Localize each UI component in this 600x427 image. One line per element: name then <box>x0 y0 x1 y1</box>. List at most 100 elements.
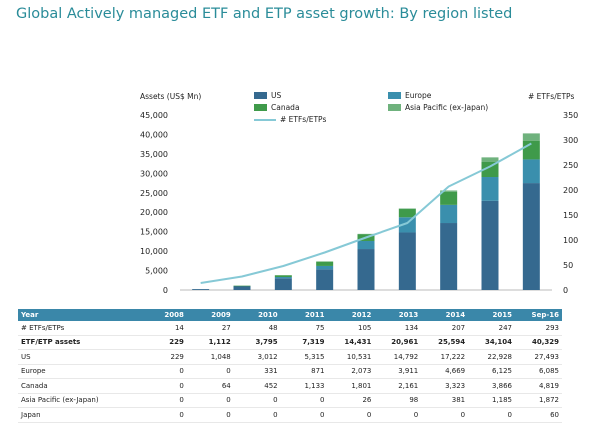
y-tick-label: 15,000 <box>140 228 168 237</box>
bar-segment-europe <box>274 276 292 279</box>
table-cell: 14 <box>140 321 187 336</box>
bar-segment-europe <box>316 265 334 270</box>
table-row-label: # ETFs/ETPs <box>18 321 140 336</box>
table-cell: 34,104 <box>468 335 515 350</box>
y-tick-label: 25,000 <box>140 189 168 198</box>
table-row: ETF/ETP assets 229 1,112 3,795 7,319 14,431 20… <box>18 335 562 350</box>
y-tick-label: 45,000 <box>140 111 168 120</box>
legend-item-europe: Europe <box>388 91 431 100</box>
bar-segment-europe <box>481 177 499 201</box>
table-cell: 381 <box>421 393 469 408</box>
bar-segment-us <box>316 269 334 290</box>
bar-segment-us <box>398 232 416 290</box>
legend-label-asia-pacific: Asia Pacific (ex-Japan) <box>405 103 489 112</box>
table-cell: 0 <box>140 393 187 408</box>
table-header-year: 2015 <box>468 309 515 321</box>
data-table: Year 2008 2009 2010 2011 2012 2013 2014 2015 Sep-… <box>18 309 562 423</box>
y2-tick-label: 150 <box>563 211 578 220</box>
table-cell: 14,431 <box>327 335 375 350</box>
legend-swatch-us <box>254 92 267 99</box>
table-cell: 3,323 <box>421 378 469 394</box>
legend-swatch-asia-pacific <box>388 104 401 111</box>
table-cell: 1,133 <box>280 378 328 394</box>
table-cell: 0 <box>186 364 234 379</box>
legend-swatch-canada <box>254 104 267 111</box>
table-cell: 5,315 <box>280 349 328 365</box>
table-cell: 207 <box>421 321 469 336</box>
bar-segment-asia-pacific-ex-japan <box>481 157 499 162</box>
table-cell: 1,048 <box>186 349 234 365</box>
table-row: Europe 0 0 331 871 2,073 3,911 4,669 6,125 6,085 <box>18 364 562 379</box>
table-cell: 98 <box>374 393 422 408</box>
table-cell: 0 <box>186 393 234 408</box>
bar-segment-canada <box>398 208 416 218</box>
table-cell: 0 <box>280 393 328 408</box>
table-cell: 10,531 <box>327 349 375 365</box>
legend-label-us: US <box>271 91 282 100</box>
legend-swatch-europe <box>388 92 401 99</box>
table-cell: 40,329 <box>515 335 562 350</box>
y2-tick-label: 300 <box>563 136 578 145</box>
table-cell: 0 <box>186 407 234 423</box>
legend-line-etf-count <box>254 118 276 121</box>
bar-segment-canada <box>481 161 499 178</box>
table-cell: 0 <box>233 393 281 408</box>
bar-segment-canada <box>522 140 540 160</box>
table-cell: 0 <box>140 364 187 379</box>
table-row: # ETFs/ETPs 14 27 48 75 105 134 207 247 293 <box>18 321 562 336</box>
table-cell: 3,911 <box>374 364 422 379</box>
y2-tick-label: 200 <box>563 186 578 195</box>
bar-segment-asia-pacific-ex-japan <box>440 190 458 192</box>
table-cell: 0 <box>421 407 469 423</box>
bar-segment-canada <box>233 285 251 287</box>
table-header-row: Year 2008 2009 2010 2011 2012 2013 2014 2015 Sep-… <box>18 309 562 321</box>
legend-item-asia-pacific: Asia Pacific (ex-Japan) <box>388 103 488 112</box>
legend-item-etf-count: # ETFs/ETPs <box>254 115 326 124</box>
table-row: US 229 1,048 3,012 5,315 10,531 14,792 17,222 22… <box>18 349 562 365</box>
table-cell: 0 <box>374 407 422 423</box>
table-cell: 0 <box>140 407 187 423</box>
y2-tick-label: 50 <box>563 261 573 270</box>
table-cell: 1,112 <box>186 335 234 350</box>
table-cell: 60 <box>515 407 562 423</box>
bar-segment-us <box>233 285 251 290</box>
table-body: # ETFs/ETPs 14 27 48 75 105 134 207 247 293 ETF/ET… <box>18 321 562 423</box>
legend-label-europe: Europe <box>405 91 432 100</box>
y-tick-label: 40,000 <box>140 130 168 139</box>
table-cell: 0 <box>327 407 375 423</box>
table-cell: 64 <box>186 378 234 394</box>
table-row-label: Japan <box>18 407 140 423</box>
table-cell: 871 <box>280 364 328 379</box>
table-row-label: ETF/ETP assets <box>18 335 140 350</box>
table-cell: 20,961 <box>374 335 422 350</box>
table-cell: 452 <box>233 378 281 394</box>
table-row: Asia Pacific (ex-Japan) 0 0 0 0 26 98 381 1,185 1… <box>18 393 562 408</box>
table-header-year: 2011 <box>280 309 328 321</box>
table-row-label: Canada <box>18 378 140 394</box>
table-header-year: 2008 <box>140 309 187 321</box>
table-row: Canada 0 64 452 1,133 1,801 2,161 3,323 3,866 4,8… <box>18 378 562 394</box>
table-cell: 293 <box>515 321 562 336</box>
table-cell: 48 <box>233 321 281 336</box>
table-row-label: Europe <box>18 364 140 379</box>
y2-tick-label: 350 <box>563 111 578 120</box>
bar-segment-europe <box>522 159 540 184</box>
table-cell: 2,161 <box>374 378 422 394</box>
table-cell: 4,819 <box>515 378 562 394</box>
table-cell: 2,073 <box>327 364 375 379</box>
bar-segment-us <box>357 249 375 290</box>
table-cell: 3,012 <box>233 349 281 365</box>
bar-segment-europe <box>440 204 458 224</box>
table-cell: 0 <box>233 407 281 423</box>
table-cell: 1,801 <box>327 378 375 394</box>
bar-segment-canada <box>440 191 458 205</box>
table-row: Japan 0 0 0 0 0 0 0 0 60 <box>18 407 562 423</box>
etf-count-line <box>200 142 532 284</box>
legend-item-canada: Canada <box>254 103 300 112</box>
y2-tick-label: 100 <box>563 236 578 245</box>
table-cell: 3,795 <box>233 335 281 350</box>
table-cell: 0 <box>140 378 187 394</box>
bar-segment-europe <box>357 240 375 250</box>
legend-item-us: US <box>254 91 281 100</box>
table-cell: 17,222 <box>421 349 469 365</box>
